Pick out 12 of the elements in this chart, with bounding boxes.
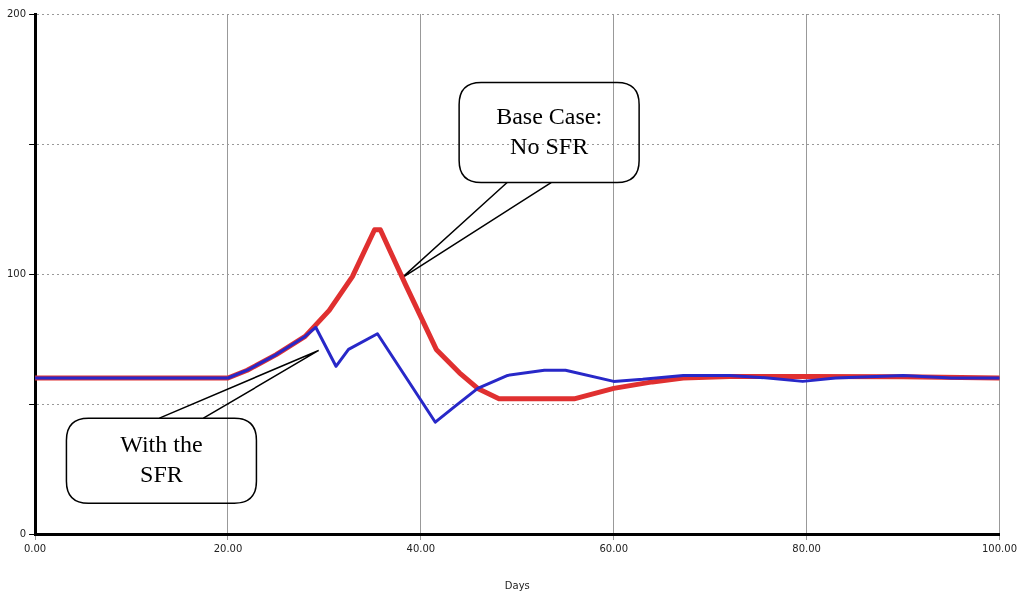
annotation: With the SFR: [120, 430, 203, 487]
x-tick-label: 40.00: [406, 542, 436, 554]
x-tick-label: 80.00: [792, 542, 821, 554]
x-tick-label: 100.00: [982, 542, 1017, 554]
y-tick-label: 100: [6, 267, 27, 279]
annotation: Base Case: No SFR: [496, 102, 603, 159]
y-tick-label: 200: [6, 7, 27, 19]
x-tick-label: 60.00: [599, 542, 629, 554]
y-tick-label: 0: [19, 527, 27, 539]
x-tick-label: 20.00: [213, 542, 243, 554]
x-axis-title: Days: [504, 579, 530, 591]
x-tick-label: 0.00: [23, 542, 47, 554]
